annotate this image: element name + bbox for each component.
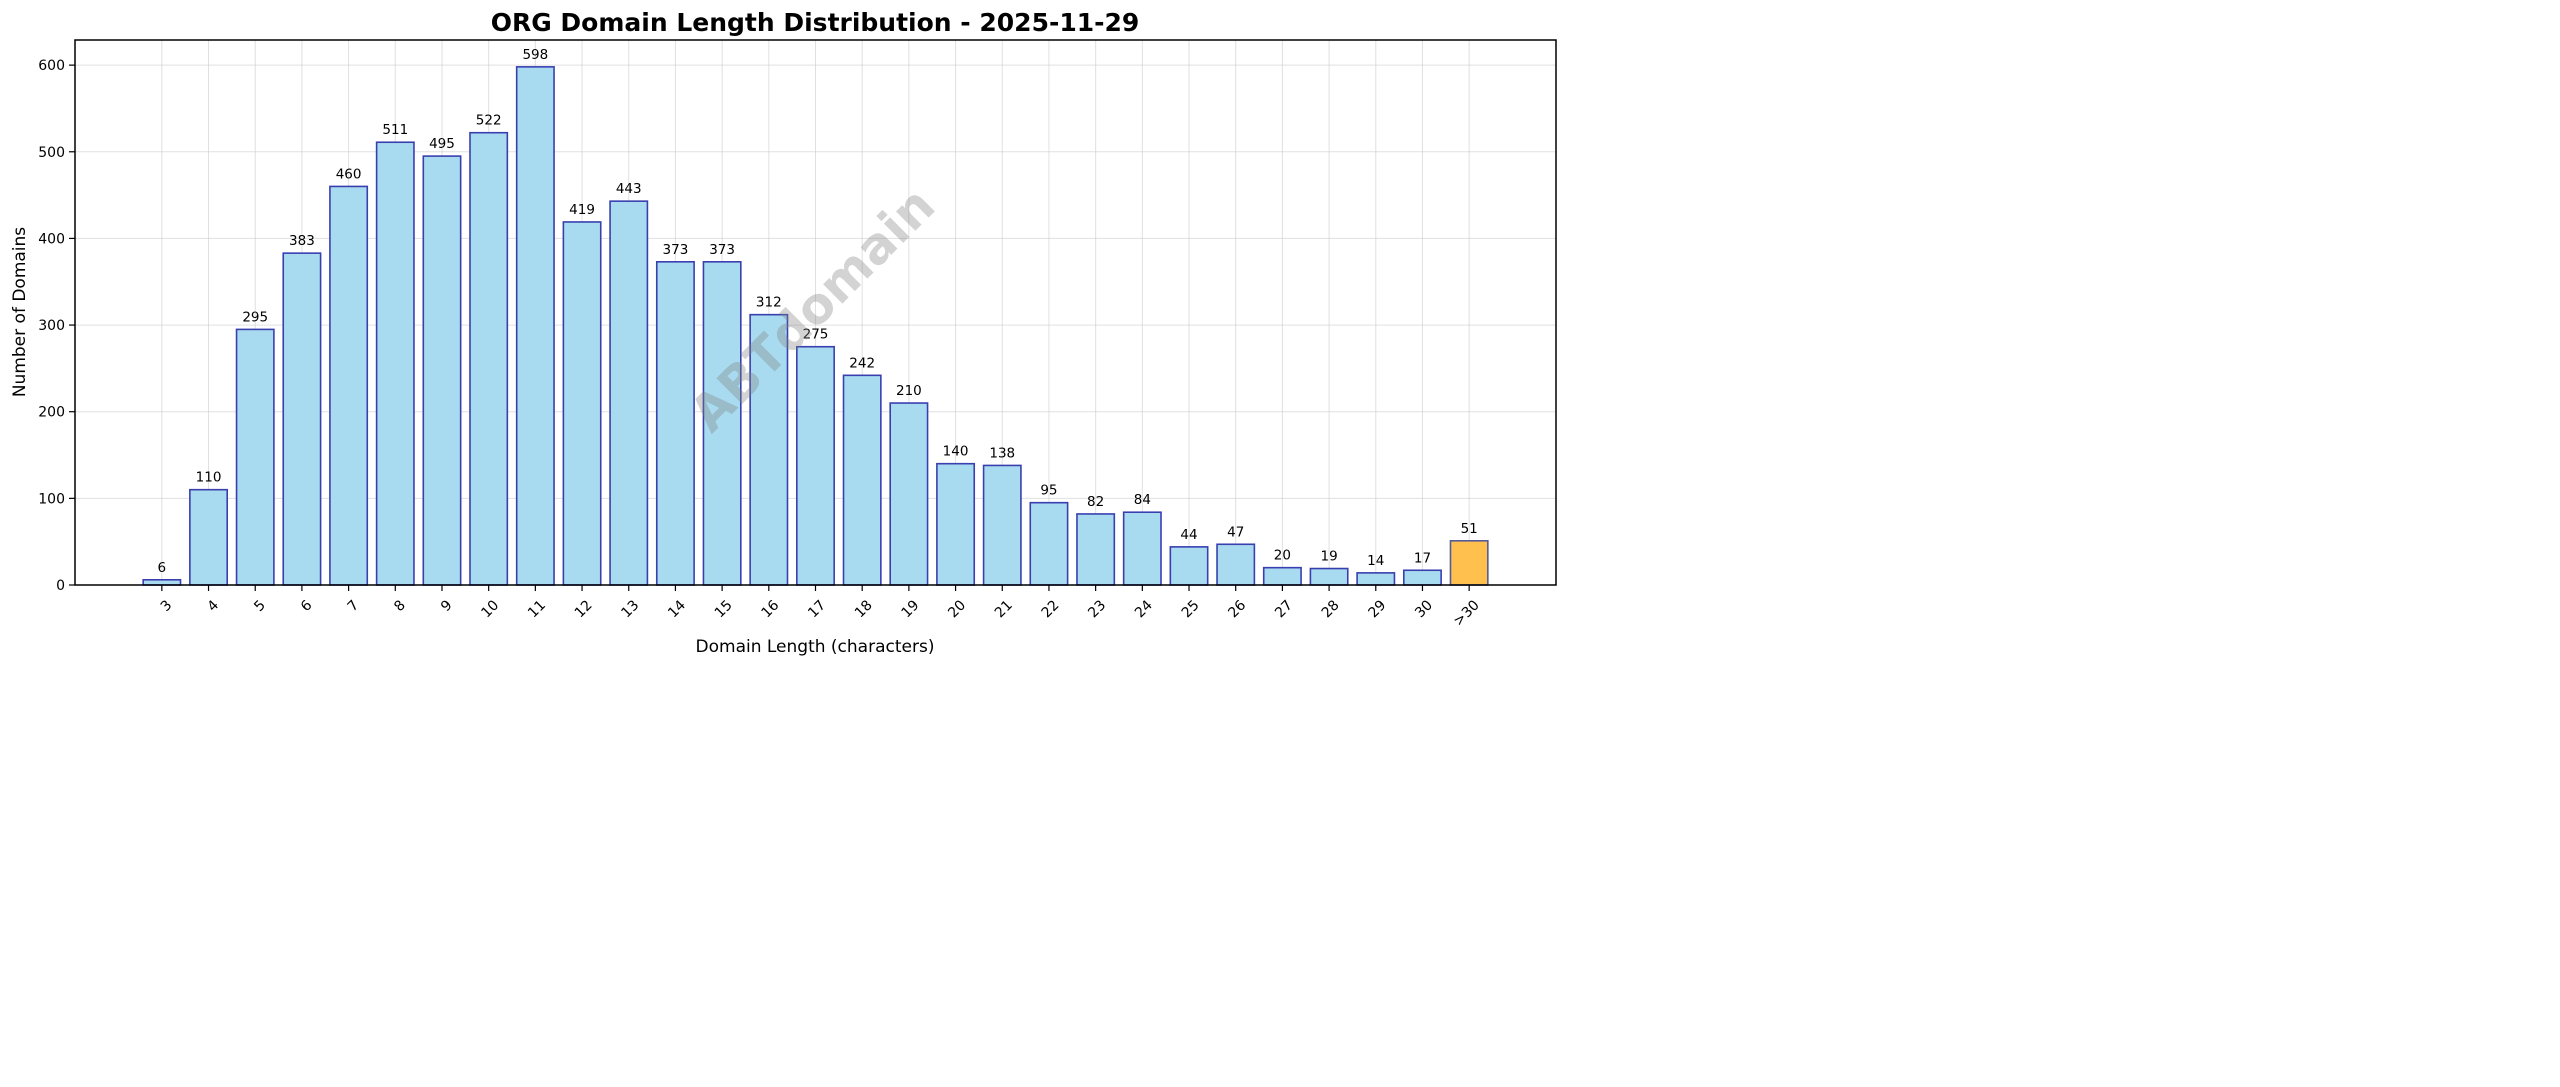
bar-15	[702, 261, 742, 586]
y-tick-label: 0	[56, 578, 65, 594]
bar-11	[515, 66, 555, 586]
x-tick-label: 27	[1272, 597, 1296, 621]
x-tick-label: 8	[391, 597, 409, 615]
bar-value-label: 82	[1087, 494, 1104, 510]
bar-12	[562, 221, 602, 586]
bar-value-label: 419	[569, 202, 595, 218]
bar-value-label: 19	[1320, 549, 1337, 565]
x-tick-label: 24	[1132, 597, 1156, 621]
x-tick-label: 4	[205, 597, 223, 615]
bar-22	[1029, 501, 1069, 586]
bar-3	[142, 579, 182, 586]
bar-value-label: 110	[196, 470, 222, 486]
bar-19	[889, 402, 929, 586]
bar-value-label: 14	[1367, 553, 1384, 569]
bar-value-label: 138	[989, 445, 1015, 461]
y-tick-label: 300	[38, 318, 65, 334]
bar-26	[1216, 543, 1256, 586]
bar-value-label: 242	[849, 355, 875, 371]
x-tick-label: 7	[345, 597, 363, 615]
x-tick-label: 11	[525, 597, 549, 621]
bar-28	[1309, 567, 1349, 586]
x-tick-label: 23	[1085, 597, 1109, 621]
x-tick-label: 18	[852, 597, 876, 621]
bar-value-label: 95	[1040, 483, 1057, 499]
bar-17	[796, 345, 835, 586]
x-tick-label: 10	[478, 597, 502, 621]
x-tick-label: 19	[899, 597, 923, 621]
x-tick-label: 14	[665, 597, 689, 621]
bar-value-label: 275	[803, 327, 829, 343]
x-tick-label: 5	[251, 597, 269, 615]
bar-value-label: 51	[1461, 521, 1478, 537]
bar-value-label: 495	[429, 136, 455, 152]
x-tick-label: 29	[1365, 597, 1389, 621]
bar-21	[982, 464, 1022, 586]
bar-6	[282, 252, 322, 586]
bar-13	[609, 200, 649, 586]
x-tick-label: 9	[438, 597, 456, 615]
bar-value-label: 6	[158, 560, 167, 576]
chart-title: ORG Domain Length Distribution - 2025-11…	[491, 8, 1140, 37]
bar-value-label: 373	[663, 242, 689, 258]
y-tick-label: 500	[38, 145, 65, 161]
bar-10	[469, 131, 509, 586]
x-tick-label: 30	[1412, 597, 1436, 621]
bar-value-label: 373	[709, 242, 735, 258]
bar-7	[329, 185, 369, 586]
bar-value-label: 460	[336, 166, 362, 182]
x-tick-label: 3	[158, 597, 176, 615]
bar-24	[1122, 511, 1162, 586]
x-tick-label: 25	[1179, 597, 1203, 621]
bar-value-label: 598	[522, 47, 548, 63]
x-tick-label: 28	[1319, 597, 1343, 621]
bar-29	[1356, 572, 1396, 586]
bar-14	[655, 261, 695, 586]
bar->30	[1449, 540, 1489, 586]
bar-18	[842, 374, 882, 586]
y-tick-label: 200	[38, 405, 65, 421]
y-axis-label: Number of Domains	[10, 227, 30, 397]
bar-30	[1402, 569, 1442, 586]
x-tick-label: 6	[298, 597, 316, 615]
bar-value-label: 17	[1414, 550, 1431, 566]
bar-value-label: 47	[1227, 524, 1244, 540]
y-tick-label: 100	[38, 491, 65, 507]
bar-value-label: 443	[616, 181, 642, 197]
y-tick-label: 600	[38, 58, 65, 74]
y-tick-label: 400	[38, 231, 65, 247]
x-tick-label: 26	[1225, 597, 1249, 621]
x-tick-label: 15	[712, 597, 736, 621]
x-axis-label: Domain Length (characters)	[696, 637, 935, 657]
x-tick-label: 12	[572, 597, 596, 621]
bar-value-label: 210	[896, 383, 922, 399]
bar-9	[422, 155, 462, 586]
bar-20	[936, 462, 976, 586]
bar-value-label: 511	[382, 122, 408, 138]
bar-value-label: 20	[1274, 548, 1291, 564]
bar-value-label: 44	[1180, 527, 1197, 543]
bar-value-label: 312	[756, 295, 782, 311]
x-tick-label: 13	[618, 597, 642, 621]
bar-25	[1169, 546, 1209, 586]
x-tick-label: 17	[805, 597, 829, 621]
bar-value-label: 522	[476, 113, 502, 129]
bar-value-label: 383	[289, 233, 315, 249]
bar-5	[235, 328, 275, 586]
x-tick-label: 20	[945, 597, 969, 621]
x-tick-label: 16	[759, 597, 783, 621]
bar-value-label: 84	[1134, 492, 1151, 508]
x-tick-label: >30	[1451, 597, 1483, 629]
x-tick-label: 21	[992, 597, 1016, 621]
bar-4	[189, 488, 229, 586]
x-tick-label: 22	[1039, 597, 1063, 621]
bar-8	[375, 141, 415, 586]
bar-value-label: 140	[943, 444, 969, 460]
bar-27	[1262, 566, 1302, 586]
bar-23	[1076, 513, 1116, 586]
bar-value-label: 295	[242, 309, 268, 325]
